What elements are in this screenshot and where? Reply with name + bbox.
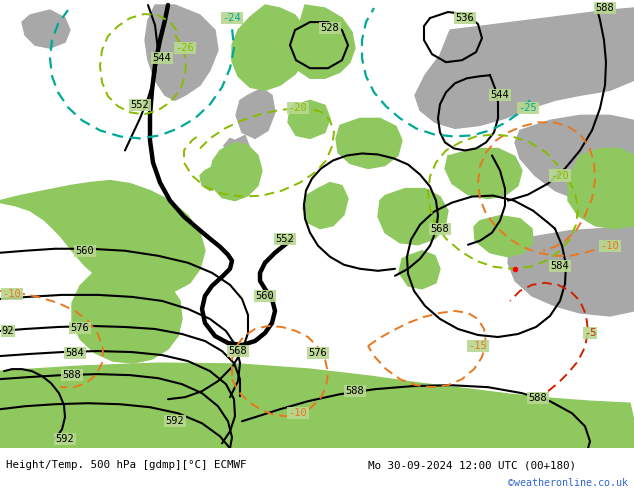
Polygon shape — [415, 8, 634, 128]
Text: 588: 588 — [346, 386, 365, 396]
Polygon shape — [515, 115, 634, 206]
Polygon shape — [22, 10, 70, 48]
Text: 552: 552 — [276, 234, 294, 244]
Polygon shape — [72, 266, 182, 363]
Polygon shape — [224, 135, 250, 163]
Text: 592: 592 — [56, 434, 74, 444]
Polygon shape — [0, 180, 205, 299]
Polygon shape — [232, 5, 308, 90]
Text: 576: 576 — [70, 323, 89, 333]
Text: 552: 552 — [131, 100, 150, 110]
Text: 588: 588 — [529, 393, 547, 403]
Text: -10: -10 — [3, 289, 22, 299]
Text: 560: 560 — [256, 291, 275, 301]
Text: 584: 584 — [66, 348, 84, 358]
Polygon shape — [303, 183, 348, 229]
Polygon shape — [399, 251, 440, 289]
Text: 528: 528 — [321, 23, 339, 33]
Text: 588: 588 — [595, 3, 614, 13]
Text: Mo 30-09-2024 12:00 UTC (00+180): Mo 30-09-2024 12:00 UTC (00+180) — [368, 460, 576, 470]
Text: -26: -26 — [176, 43, 195, 53]
Text: -10: -10 — [288, 408, 307, 418]
Text: 588: 588 — [63, 370, 81, 380]
Text: 584: 584 — [550, 261, 569, 271]
Text: 544: 544 — [153, 53, 171, 63]
Polygon shape — [292, 5, 355, 78]
Polygon shape — [445, 148, 522, 198]
Text: -20: -20 — [550, 171, 569, 180]
Text: 560: 560 — [75, 246, 94, 256]
Text: Height/Temp. 500 hPa [gdmp][°C] ECMWF: Height/Temp. 500 hPa [gdmp][°C] ECMWF — [6, 460, 247, 470]
Polygon shape — [336, 119, 402, 169]
Polygon shape — [568, 148, 634, 229]
Polygon shape — [288, 100, 330, 138]
Polygon shape — [200, 166, 222, 191]
Polygon shape — [378, 189, 448, 245]
Polygon shape — [0, 363, 634, 448]
Text: 92: 92 — [2, 326, 14, 336]
Text: -25: -25 — [519, 103, 538, 113]
Text: 576: 576 — [309, 348, 327, 358]
Text: ©weatheronline.co.uk: ©weatheronline.co.uk — [508, 478, 628, 488]
Text: -15: -15 — [469, 341, 488, 351]
Text: -5: -5 — [584, 328, 596, 338]
Polygon shape — [145, 5, 218, 100]
Polygon shape — [508, 226, 634, 316]
Text: 592: 592 — [165, 416, 184, 426]
Polygon shape — [474, 216, 533, 257]
Text: 568: 568 — [229, 346, 247, 356]
Text: -24: -24 — [223, 13, 242, 23]
Polygon shape — [210, 143, 262, 200]
Text: 544: 544 — [491, 90, 509, 100]
Polygon shape — [236, 88, 275, 138]
Text: 568: 568 — [430, 224, 450, 234]
Text: -20: -20 — [288, 103, 307, 113]
Polygon shape — [0, 389, 634, 448]
Text: 536: 536 — [456, 13, 474, 23]
Text: -10: -10 — [600, 241, 619, 251]
